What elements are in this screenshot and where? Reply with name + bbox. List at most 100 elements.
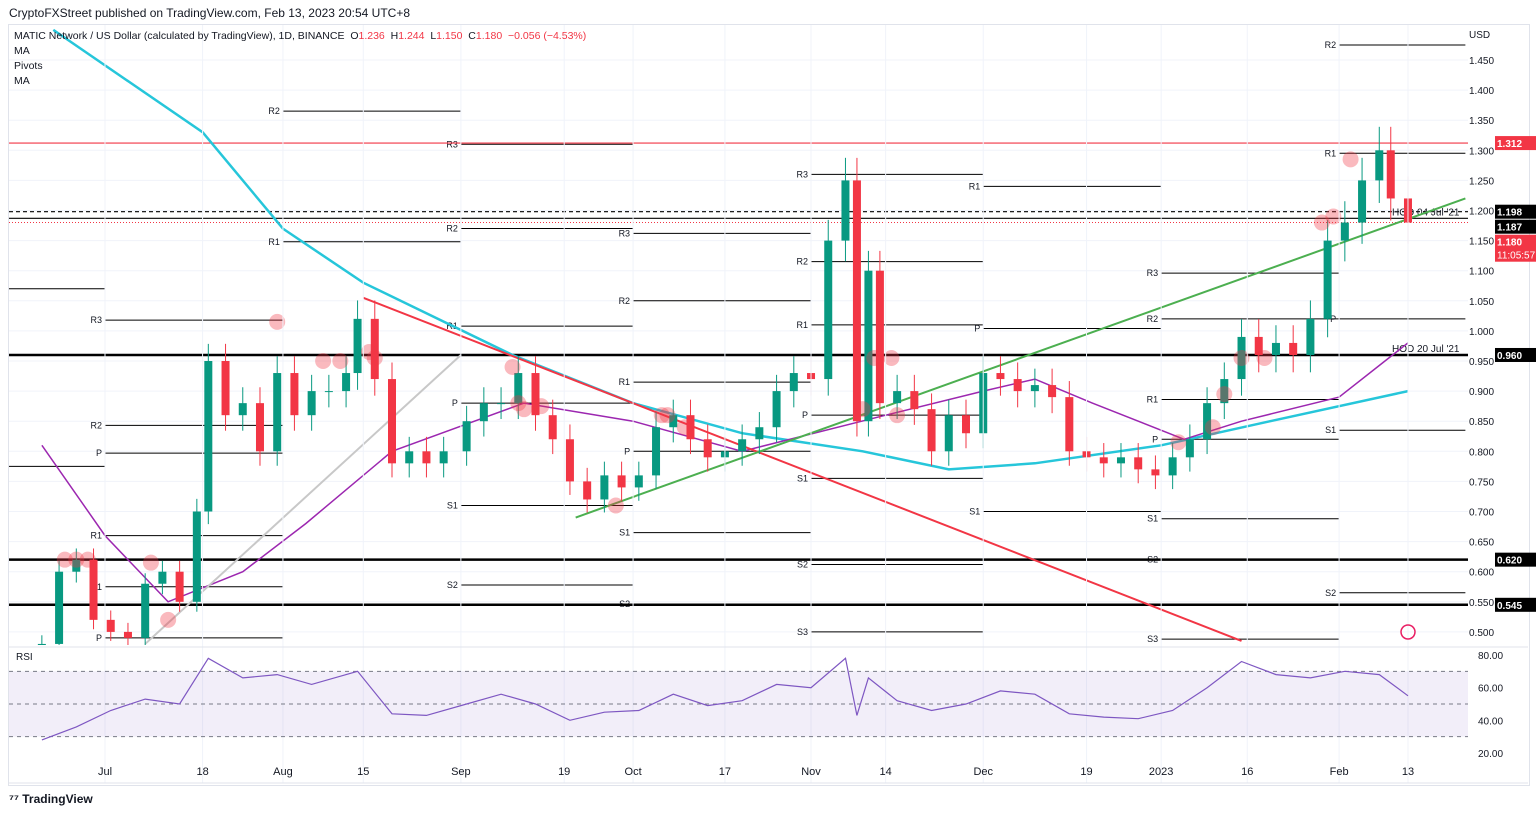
- price-tick-label: 0.750: [1469, 477, 1494, 488]
- time-tick-label: 19: [558, 766, 570, 778]
- price-tag: [1495, 347, 1536, 362]
- pivot-label: P: [96, 633, 102, 643]
- time-tick-label: 18: [196, 766, 208, 778]
- close-label: C: [468, 30, 476, 42]
- indicator-ma-1[interactable]: MA: [14, 45, 30, 57]
- price-tick-label: 1.200: [1469, 207, 1494, 218]
- pivot-label: R1: [797, 320, 809, 330]
- pivot-label: P: [452, 398, 458, 408]
- price-tick-label: 1.450: [1469, 56, 1494, 67]
- price-tick-label: 1.250: [1469, 176, 1494, 187]
- price-tick-label: 0.700: [1469, 508, 1494, 519]
- candle-body: [106, 619, 115, 632]
- candle-body: [89, 559, 98, 620]
- candle-body: [1237, 336, 1246, 380]
- logo-text: TradingView: [22, 792, 93, 806]
- candle-body: [531, 373, 540, 416]
- trendline: [144, 354, 462, 645]
- candle-body: [852, 180, 861, 422]
- pivot-label: S1: [969, 507, 980, 517]
- touch-marker: [883, 349, 900, 366]
- open-label: O: [350, 30, 359, 42]
- tradingview-logo[interactable]: ⁷⁷ TradingView: [9, 792, 93, 806]
- pivot-label: R2: [619, 296, 631, 306]
- touch-marker: [653, 407, 670, 424]
- pivot-label: R2: [268, 106, 280, 116]
- touch-marker: [607, 497, 624, 514]
- pivot-label: R2: [446, 224, 458, 234]
- candle-body: [755, 427, 764, 440]
- low-label: L: [430, 30, 437, 42]
- price-tag: [1495, 204, 1536, 219]
- price-tag: [1495, 136, 1536, 151]
- candle-body: [841, 180, 850, 241]
- price-tag-label: 0.960: [1497, 351, 1522, 362]
- candle-body: [353, 318, 362, 374]
- price-tick-label: 0.950: [1469, 357, 1494, 368]
- touch-marker: [142, 554, 159, 571]
- candle-body: [927, 409, 936, 452]
- pivot-label: S1: [1325, 425, 1336, 435]
- indicator-pivots[interactable]: Pivots: [14, 60, 43, 72]
- pivot-label: R3: [797, 169, 809, 179]
- trendline: [362, 296, 1242, 642]
- candle-body: [824, 240, 833, 380]
- high-value: 1.244: [398, 30, 425, 42]
- touch-marker: [676, 419, 693, 436]
- candle-body: [255, 403, 264, 452]
- change-value: −0.056 (−4.53%): [508, 30, 587, 42]
- candle-body: [1203, 403, 1212, 440]
- candle-body: [686, 415, 695, 440]
- pivot-label: R2: [1147, 314, 1159, 324]
- candle-body: [1151, 469, 1160, 476]
- pivot-label: R1: [1325, 148, 1337, 158]
- pivot-label: R2: [1325, 40, 1337, 50]
- candle-body: [307, 391, 316, 416]
- touch-marker: [315, 353, 332, 369]
- price-tick-label: 0.550: [1469, 598, 1494, 609]
- pivot-label: P: [624, 446, 630, 456]
- time-tick-label: 13: [1402, 766, 1414, 778]
- pivot-label: P: [974, 323, 980, 333]
- price-tick-label: 1.400: [1469, 86, 1494, 97]
- touch-marker: [889, 407, 906, 424]
- candle-body: [324, 391, 333, 393]
- rsi-tick-label: 20.00: [1478, 749, 1503, 760]
- symbol-line[interactable]: MATIC Network / US Dollar (calculated by…: [14, 29, 586, 44]
- touch-marker: [516, 401, 533, 418]
- candle-body: [875, 270, 884, 404]
- candle-body: [617, 475, 626, 488]
- indicator-ma-2[interactable]: MA: [14, 75, 30, 87]
- price-pane: R3 R2 P R1 S1 P R2 R1 R3 R2 R1 P S1 S2 R3 R2 R1 P S1 S2 R3 R2…: [9, 28, 1468, 645]
- candle-body: [600, 475, 609, 500]
- candle-body: [370, 318, 379, 380]
- pivot-label: S1: [447, 500, 458, 510]
- touch-marker: [1204, 419, 1221, 436]
- publisher-line: CryptoFXStreet published on TradingView.…: [9, 6, 411, 20]
- pivot-label: R1: [619, 377, 631, 387]
- candle-body: [669, 415, 678, 428]
- pivot-label: R1: [268, 237, 280, 247]
- candle-body: [1185, 439, 1194, 458]
- candle-body: [1065, 397, 1074, 452]
- pivot-label: R2: [90, 420, 102, 430]
- price-tag-label: 1.312: [1497, 139, 1522, 150]
- candle-body: [789, 373, 798, 392]
- pivot-label: P: [1330, 314, 1336, 324]
- pivot-label: R3: [619, 228, 631, 238]
- candle-body: [1306, 318, 1315, 355]
- time-tick-label: Jul: [98, 766, 112, 778]
- pivot-label: P: [802, 410, 808, 420]
- rsi-label: RSI: [16, 652, 33, 663]
- touch-marker: [504, 359, 521, 376]
- candle-body: [479, 403, 488, 422]
- candle-body: [462, 421, 471, 452]
- price-tag-label: 0.620: [1497, 556, 1522, 567]
- price-tick-label: 0.900: [1469, 387, 1494, 398]
- candle-body: [703, 439, 712, 458]
- candle-body: [1048, 385, 1057, 398]
- candle-body: [1254, 336, 1263, 355]
- price-tick-label: 0.500: [1469, 628, 1494, 639]
- pivot-label: S1: [1147, 514, 1158, 524]
